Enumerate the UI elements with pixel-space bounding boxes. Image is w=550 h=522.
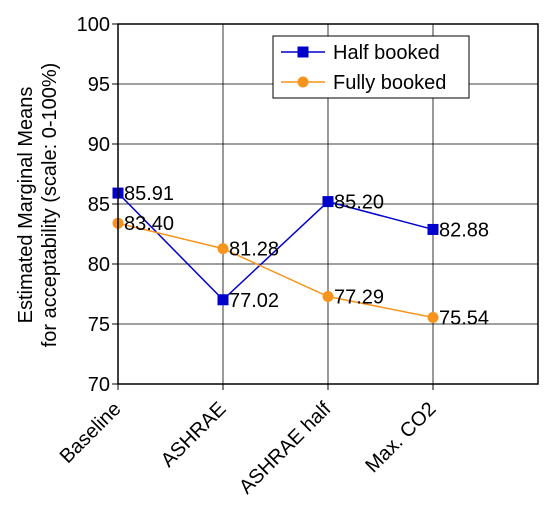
data-label: 75.54 — [439, 308, 489, 330]
legend-box — [272, 35, 470, 99]
legend-label: Fully booked — [333, 72, 446, 94]
x-tick-label: ASHRAE half — [235, 398, 336, 499]
y-tick-label: 70 — [88, 374, 110, 396]
y-tick-label: 100 — [77, 14, 110, 36]
y-axis-label-line-2: for acceptability (scale: 0-100%) — [39, 63, 61, 348]
data-point — [322, 291, 334, 303]
y-tick-label: 90 — [88, 134, 110, 156]
y-tick-label: 75 — [88, 314, 110, 336]
data-label: 77.29 — [334, 287, 384, 309]
data-label: 77.02 — [229, 290, 279, 312]
series-line — [117, 192, 434, 301]
data-label: 83.40 — [124, 213, 174, 235]
x-tick-label: Baseline — [56, 398, 126, 468]
plot-frame — [117, 23, 539, 385]
legend: Half booked Fully booked — [272, 35, 470, 99]
y-tick-label: 80 — [88, 254, 110, 276]
data-point — [322, 196, 334, 208]
y-axis-label-line-1: Estimated Marginal Means — [15, 87, 37, 324]
series-line — [117, 222, 434, 319]
data-label: 85.20 — [334, 192, 384, 214]
series-1: 83.40 81.28 77.29 75.54 — [112, 213, 489, 330]
x-tick-label: ASHRAE — [157, 398, 231, 472]
data-point — [217, 243, 229, 255]
y-tick-label: 95 — [88, 74, 110, 96]
legend-label: Half booked — [333, 42, 440, 64]
data-label: 82.88 — [439, 219, 489, 241]
y-tick-label: 85 — [88, 194, 110, 216]
data-point — [217, 294, 229, 306]
data-label: 85.91 — [124, 183, 174, 205]
series-layer: 85.91 77.02 85.20 82.88 83.40 81.28 77.29 75.54 — [112, 183, 489, 330]
data-point — [427, 312, 439, 324]
legend-marker — [297, 46, 309, 58]
x-axis-ticks: Baseline ASHRAE ASHRAE half Max. CO2 — [56, 384, 441, 498]
legend-marker — [297, 76, 309, 88]
data-point — [427, 223, 439, 235]
y-axis-ticks: 70 75 80 85 90 95 100 — [77, 14, 118, 396]
x-tick-label: Max. CO2 — [361, 398, 440, 477]
series-0: 85.91 77.02 85.20 82.88 — [112, 183, 489, 312]
data-label: 81.28 — [229, 239, 279, 261]
